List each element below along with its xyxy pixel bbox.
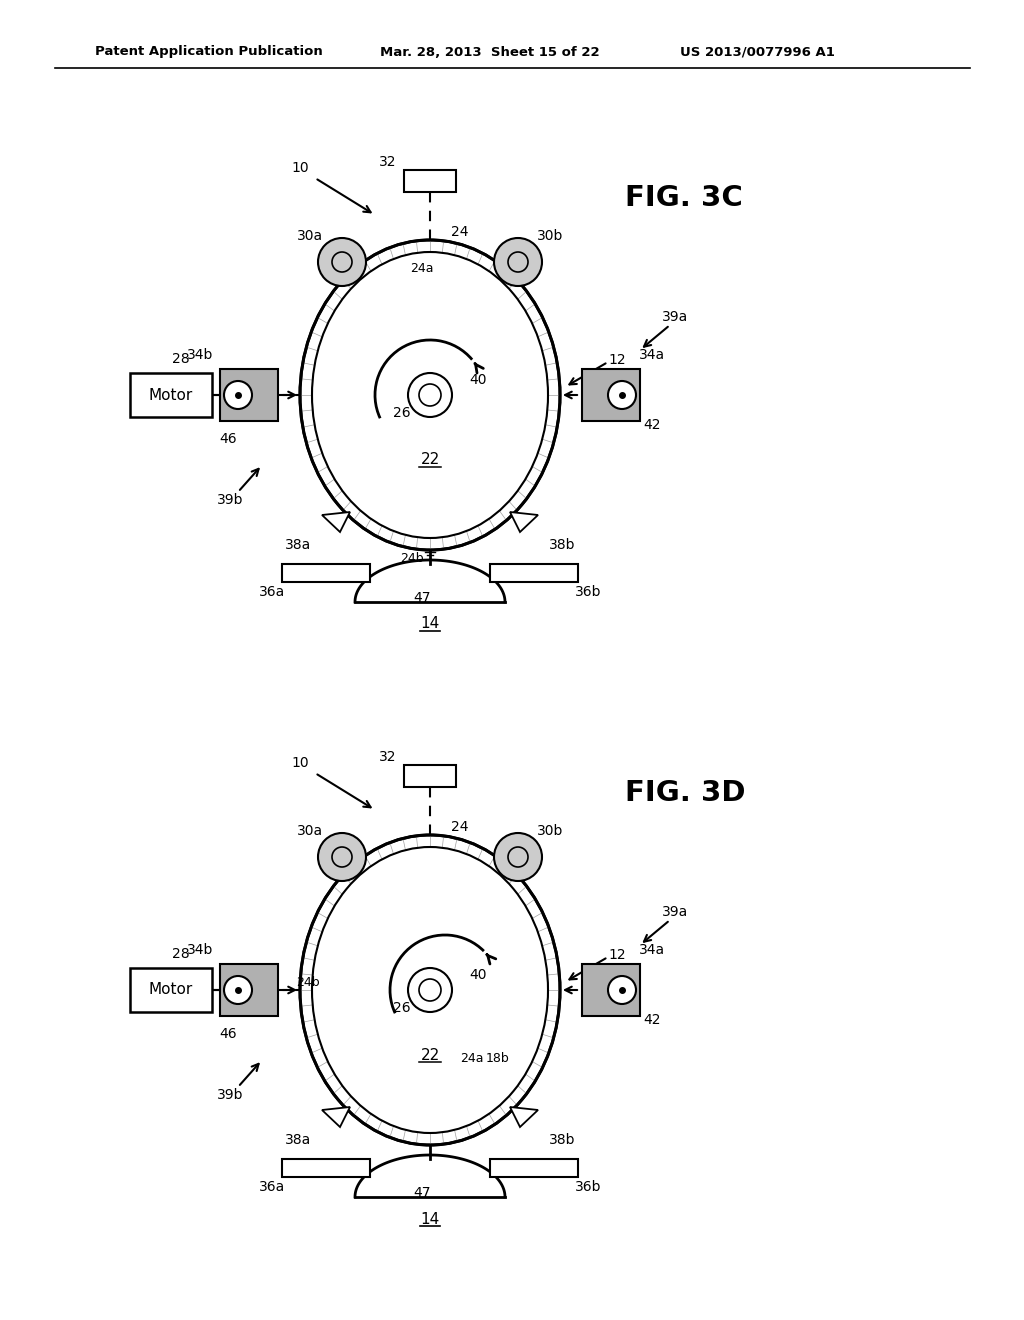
- Text: 30b: 30b: [537, 824, 563, 838]
- Text: 36b: 36b: [574, 1180, 601, 1195]
- Text: 28: 28: [172, 352, 189, 366]
- Circle shape: [224, 381, 252, 409]
- Bar: [282, 1159, 370, 1177]
- Circle shape: [408, 968, 452, 1012]
- Text: 30a: 30a: [297, 824, 323, 838]
- Polygon shape: [322, 1107, 350, 1127]
- Polygon shape: [510, 512, 538, 532]
- Text: 22: 22: [421, 453, 439, 467]
- Ellipse shape: [300, 836, 560, 1144]
- Text: 30a: 30a: [297, 228, 323, 243]
- Text: FIG. 3C: FIG. 3C: [625, 183, 742, 213]
- Polygon shape: [510, 1107, 538, 1127]
- Text: 24: 24: [452, 820, 469, 834]
- Text: 24b: 24b: [400, 552, 424, 565]
- Text: 36a: 36a: [259, 1180, 285, 1195]
- Circle shape: [494, 238, 542, 286]
- Text: 42: 42: [643, 418, 660, 432]
- Text: 39b: 39b: [217, 1088, 244, 1102]
- Text: US 2013/0077996 A1: US 2013/0077996 A1: [680, 45, 835, 58]
- Text: FIG. 3D: FIG. 3D: [625, 779, 745, 807]
- Text: 24: 24: [452, 224, 469, 239]
- Text: 38a: 38a: [285, 1133, 311, 1147]
- Text: 46: 46: [219, 432, 237, 446]
- Text: 34b: 34b: [186, 348, 213, 362]
- Circle shape: [608, 381, 636, 409]
- Text: 47: 47: [414, 1185, 431, 1200]
- Text: 39b: 39b: [217, 492, 244, 507]
- Text: 32: 32: [379, 154, 396, 169]
- Text: 39a: 39a: [662, 906, 688, 919]
- Text: 39a: 39a: [662, 310, 688, 323]
- Text: 14: 14: [421, 1212, 439, 1226]
- Text: 38b: 38b: [549, 539, 575, 552]
- Text: 26: 26: [393, 407, 411, 420]
- Text: 12: 12: [608, 352, 626, 367]
- Bar: [130, 374, 212, 417]
- Bar: [490, 564, 578, 582]
- Text: 18b: 18b: [486, 1052, 510, 1064]
- Text: 34a: 34a: [639, 348, 665, 362]
- Circle shape: [408, 374, 452, 417]
- Bar: [582, 370, 640, 421]
- Bar: [404, 170, 456, 191]
- Text: Patent Application Publication: Patent Application Publication: [95, 45, 323, 58]
- Ellipse shape: [300, 240, 560, 550]
- Text: 40: 40: [469, 968, 486, 982]
- Circle shape: [494, 833, 542, 880]
- Text: 34a: 34a: [639, 942, 665, 957]
- Circle shape: [318, 238, 366, 286]
- Bar: [282, 564, 370, 582]
- Circle shape: [608, 975, 636, 1005]
- Text: 40: 40: [469, 374, 486, 387]
- Text: 12: 12: [608, 948, 626, 962]
- Circle shape: [224, 975, 252, 1005]
- Text: 26: 26: [393, 1001, 411, 1015]
- Text: 46: 46: [219, 1027, 237, 1041]
- Text: 24a: 24a: [460, 1052, 483, 1064]
- Bar: [404, 766, 456, 787]
- Text: 24b: 24b: [296, 975, 319, 989]
- Text: 36a: 36a: [259, 585, 285, 599]
- Text: 28: 28: [172, 946, 189, 961]
- Text: 30b: 30b: [537, 228, 563, 243]
- Text: 38a: 38a: [285, 539, 311, 552]
- Polygon shape: [322, 512, 350, 532]
- Text: 34b: 34b: [186, 942, 213, 957]
- Text: Motor: Motor: [148, 982, 194, 998]
- Text: 36b: 36b: [574, 585, 601, 599]
- Bar: [130, 968, 212, 1012]
- Text: 42: 42: [643, 1012, 660, 1027]
- Text: 32: 32: [379, 750, 396, 764]
- Bar: [582, 964, 640, 1016]
- Bar: [220, 964, 278, 1016]
- Text: 24a: 24a: [411, 261, 434, 275]
- Text: 22: 22: [421, 1048, 439, 1063]
- Text: 38b: 38b: [549, 1133, 575, 1147]
- Text: Mar. 28, 2013  Sheet 15 of 22: Mar. 28, 2013 Sheet 15 of 22: [380, 45, 600, 58]
- Text: 14: 14: [421, 616, 439, 631]
- Text: 47: 47: [414, 591, 431, 605]
- Text: 10: 10: [291, 756, 309, 770]
- Text: 10: 10: [291, 161, 309, 176]
- Text: Motor: Motor: [148, 388, 194, 403]
- Bar: [490, 1159, 578, 1177]
- Circle shape: [318, 833, 366, 880]
- Bar: [220, 370, 278, 421]
